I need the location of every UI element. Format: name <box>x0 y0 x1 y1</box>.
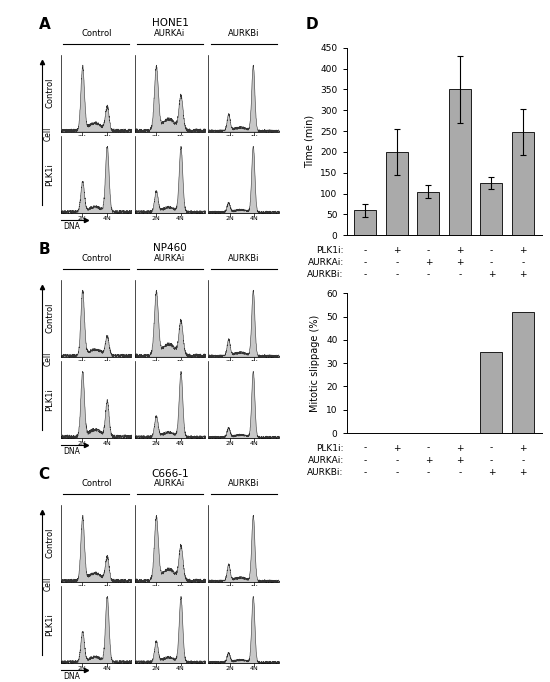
Text: Control: Control <box>46 303 54 333</box>
Text: -: - <box>364 258 367 267</box>
Text: -: - <box>521 258 525 267</box>
Text: -: - <box>395 456 399 465</box>
Text: -: - <box>427 246 430 255</box>
Text: PLK1i: PLK1i <box>46 388 54 411</box>
Text: +: + <box>519 270 526 280</box>
Text: AURKAi: AURKAi <box>155 479 185 488</box>
Text: -: - <box>395 468 399 477</box>
Text: C: C <box>39 467 50 482</box>
Text: -: - <box>458 270 461 280</box>
Text: -: - <box>427 270 430 280</box>
Text: -: - <box>395 258 399 267</box>
Text: AURKBi: AURKBi <box>228 254 260 263</box>
Text: -: - <box>364 443 367 453</box>
Text: AURKBi: AURKBi <box>228 29 260 38</box>
Text: -: - <box>395 270 399 280</box>
Text: Cell: Cell <box>43 576 52 591</box>
Text: -: - <box>364 246 367 255</box>
Text: AURKBi:: AURKBi: <box>307 468 344 477</box>
Text: +: + <box>519 443 526 453</box>
Text: -: - <box>521 456 525 465</box>
Text: +: + <box>425 258 432 267</box>
Text: -: - <box>427 443 430 453</box>
Text: PLK1i:: PLK1i: <box>316 246 344 255</box>
Text: C666-1: C666-1 <box>151 469 189 479</box>
Text: D: D <box>305 17 318 32</box>
Text: +: + <box>519 246 526 255</box>
Text: A: A <box>39 17 50 32</box>
Text: -: - <box>364 456 367 465</box>
Text: NP460: NP460 <box>153 243 187 254</box>
Y-axis label: Time (min): Time (min) <box>305 115 315 168</box>
Text: -: - <box>427 468 430 477</box>
Bar <box>480 183 502 235</box>
Text: +: + <box>456 443 464 453</box>
Text: +: + <box>488 270 495 280</box>
Text: +: + <box>519 468 526 477</box>
Text: AURKAi:: AURKAi: <box>307 258 344 267</box>
Text: Control: Control <box>81 479 112 488</box>
Bar <box>386 152 408 235</box>
Text: -: - <box>490 246 493 255</box>
Text: DNA: DNA <box>63 672 80 681</box>
Text: AURKBi: AURKBi <box>228 479 260 488</box>
Bar <box>512 312 534 433</box>
Text: -: - <box>490 443 493 453</box>
Text: PLK1i: PLK1i <box>46 163 54 186</box>
Text: +: + <box>456 456 464 465</box>
Text: +: + <box>393 443 400 453</box>
Text: PLK1i: PLK1i <box>46 613 54 636</box>
Text: DNA: DNA <box>63 222 80 231</box>
Text: +: + <box>488 468 495 477</box>
Text: Control: Control <box>81 29 112 38</box>
Text: -: - <box>364 270 367 280</box>
Text: Control: Control <box>46 78 54 108</box>
Text: -: - <box>490 258 493 267</box>
Bar <box>417 192 439 235</box>
Text: +: + <box>456 246 464 255</box>
Text: Cell: Cell <box>43 126 52 141</box>
Text: +: + <box>393 246 400 255</box>
Text: +: + <box>425 456 432 465</box>
Text: AURKAi:: AURKAi: <box>307 456 344 465</box>
Bar <box>449 89 471 235</box>
Text: +: + <box>456 258 464 267</box>
Bar <box>354 210 376 235</box>
Text: HONE1: HONE1 <box>151 18 189 29</box>
Bar <box>480 351 502 433</box>
Text: DNA: DNA <box>63 447 80 456</box>
Text: Cell: Cell <box>43 351 52 366</box>
Text: Control: Control <box>81 254 112 263</box>
Text: -: - <box>458 468 461 477</box>
Text: -: - <box>364 468 367 477</box>
Text: B: B <box>39 242 50 257</box>
Text: Control: Control <box>46 528 54 559</box>
Bar <box>512 132 534 235</box>
Text: AURKBi:: AURKBi: <box>307 270 344 280</box>
Text: AURKAi: AURKAi <box>155 29 185 38</box>
Text: PLK1i:: PLK1i: <box>316 443 344 453</box>
Text: -: - <box>490 456 493 465</box>
Text: AURKAi: AURKAi <box>155 254 185 263</box>
Y-axis label: Mitotic slippage (%): Mitotic slippage (%) <box>310 314 321 412</box>
